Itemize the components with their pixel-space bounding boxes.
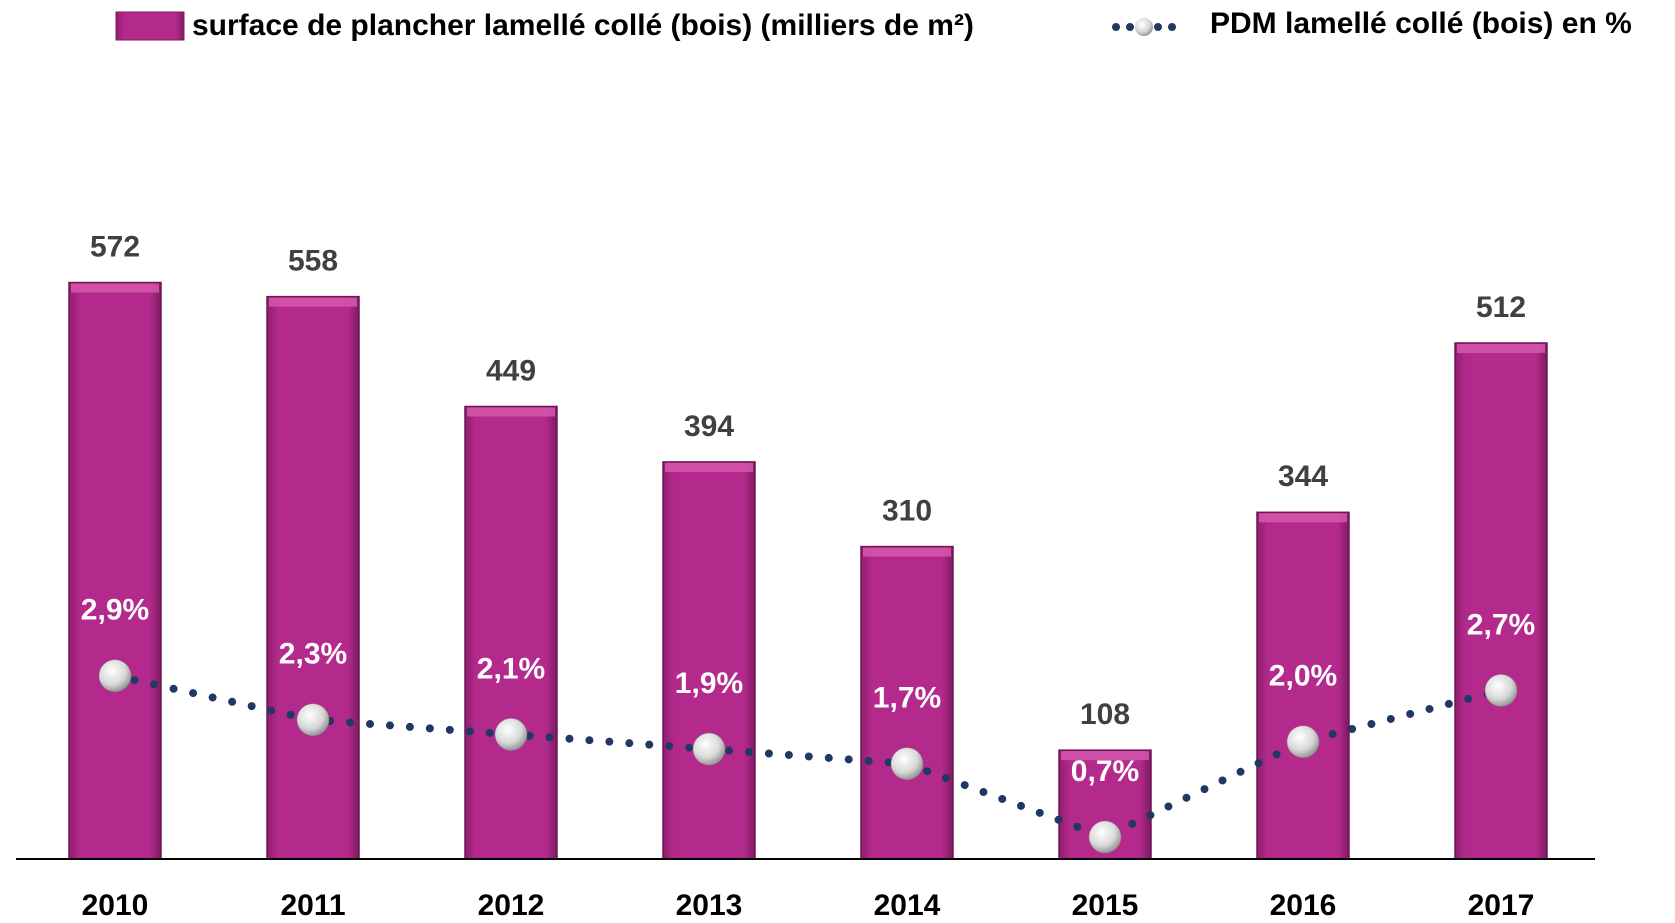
line-marker	[890, 747, 924, 780]
x-tick-label: 2014	[874, 889, 941, 922]
bar-cap	[863, 547, 951, 557]
bar	[860, 545, 954, 860]
bar-value-label: 512	[1476, 291, 1526, 324]
bar-value-label: 394	[684, 410, 734, 443]
bar-cap	[1457, 344, 1545, 353]
bar	[1256, 511, 1350, 860]
line	[111, 671, 1505, 842]
line-marker	[1484, 674, 1518, 707]
x-tick-label: 2015	[1072, 889, 1139, 922]
line-value-label: 1,7%	[873, 682, 941, 715]
bar-cap	[71, 283, 159, 293]
line-marker	[1286, 725, 1320, 758]
bar	[68, 281, 162, 860]
legend-dot	[1126, 23, 1134, 31]
bar-cap	[1061, 751, 1149, 761]
x-tick-label: 2012	[478, 889, 545, 922]
legend-dot	[1154, 23, 1162, 31]
line-value-label: 2,9%	[81, 594, 149, 627]
x-tick-label: 2017	[1468, 889, 1535, 922]
line-marker	[1088, 820, 1122, 854]
legend-swatch	[115, 11, 185, 41]
line-marker	[494, 718, 528, 751]
x-tick-label: 2011	[280, 889, 345, 922]
bar	[464, 405, 558, 860]
line-marker	[692, 732, 726, 766]
line-value-label: 1,9%	[675, 667, 743, 700]
line-value-label: 2,3%	[279, 638, 347, 671]
bar-cap	[467, 407, 555, 417]
x-tick-label: 2010	[82, 889, 149, 922]
bar	[662, 461, 756, 860]
bar-cap	[269, 297, 357, 307]
legend-dot	[1112, 23, 1120, 31]
bar-value-label: 344	[1278, 460, 1328, 493]
line-marker	[296, 703, 330, 736]
bar-value-label: 572	[90, 230, 140, 263]
bar-cap	[1259, 513, 1347, 523]
legend-label: surface de plancher lamellé collé (bois)…	[192, 9, 974, 42]
x-tick-label: 2013	[676, 889, 743, 922]
bar-value-label: 310	[882, 495, 932, 528]
bar-value-label: 558	[288, 245, 338, 278]
legend-marker	[1135, 18, 1153, 36]
legend-label: PDM lamellé collé (bois) en %	[1210, 7, 1632, 40]
bar-value-label: 449	[486, 354, 536, 387]
legend: surface de plancher lamellé collé (bois)…	[115, 7, 1632, 42]
legend-dot	[1168, 23, 1176, 31]
bar-cap	[665, 462, 753, 472]
bar	[1454, 342, 1548, 860]
x-tick-label: 2016	[1270, 889, 1337, 922]
bar	[266, 295, 360, 860]
line-marker	[98, 659, 132, 693]
line-value-label: 2,7%	[1467, 608, 1535, 641]
bar-value-label: 108	[1080, 698, 1130, 731]
line-value-label: 2,1%	[477, 652, 545, 685]
line-value-label: 2,0%	[1269, 660, 1337, 693]
line-value-label: 0,7%	[1071, 755, 1139, 788]
